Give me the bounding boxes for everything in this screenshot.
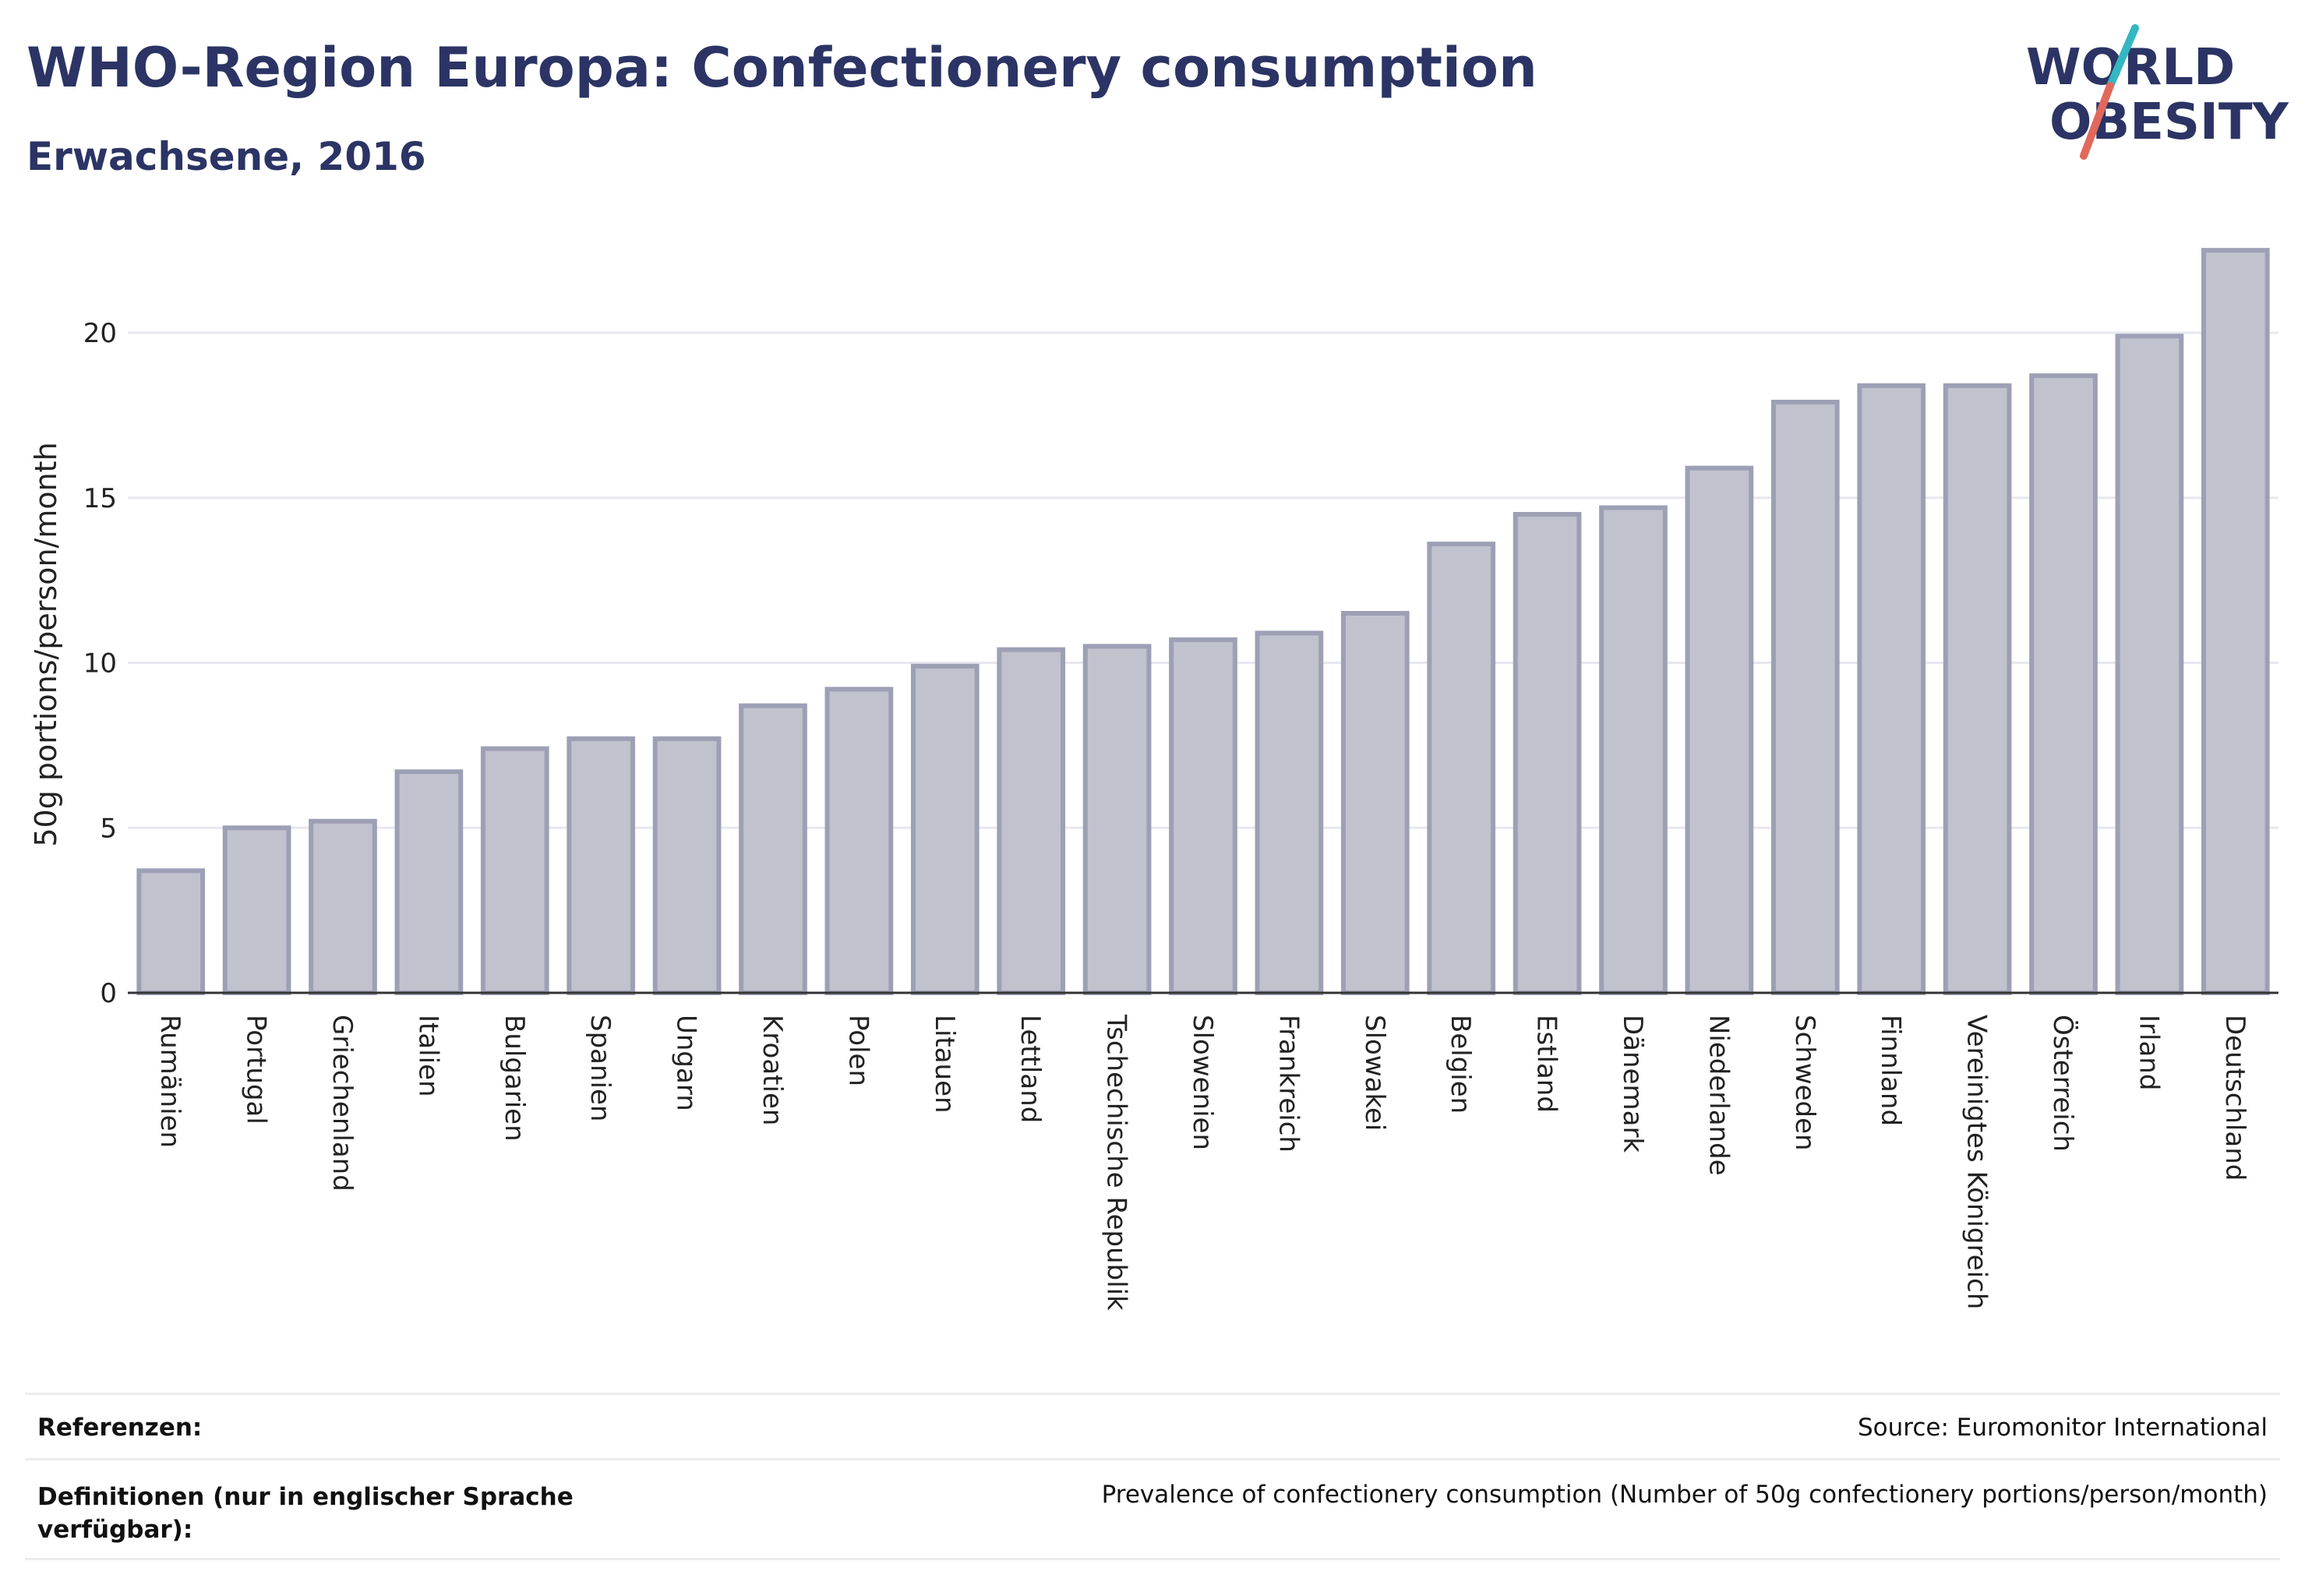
x-tick-label: Slowenien — [1187, 1015, 1218, 1150]
chart-title: WHO-Region Europa: Confectionery consump… — [26, 36, 1537, 100]
bar-schweden — [1770, 399, 1840, 995]
definitions-label: Definitionen (nur in englischer Sprache … — [37, 1483, 574, 1544]
bar-slowakei — [1340, 611, 1410, 995]
bar-tschechische-republik — [1082, 644, 1152, 995]
x-tick-label: Niederlande — [1703, 1015, 1734, 1176]
x-tick-label: Irland — [2133, 1015, 2164, 1090]
x-tick-label: Österreich — [2047, 1015, 2079, 1152]
bar-bulgarien — [480, 746, 549, 995]
bar-belgien — [1427, 542, 1496, 995]
bar-polen — [824, 687, 894, 996]
references-source: Source: Euromonitor International — [1857, 1414, 2268, 1442]
y-tick-label: 0 — [100, 978, 117, 1009]
x-tick-label: Ungarn — [671, 1015, 702, 1111]
bar-italien — [394, 769, 464, 996]
bar-österreich — [2029, 373, 2098, 995]
x-tick-label: Bulgarien — [499, 1015, 530, 1142]
x-tick-label: Belgien — [1445, 1015, 1476, 1114]
bar-rumänien — [136, 868, 206, 995]
logo-text-world: WORLD — [2026, 39, 2235, 97]
bar-griechenland — [309, 818, 377, 995]
bar-vereinigtes-königreich — [1943, 383, 2012, 995]
x-tick-label: Griechenland — [327, 1015, 358, 1192]
x-tick-label: Schweden — [1789, 1015, 1820, 1151]
bar-estland — [1513, 511, 1582, 995]
bar-frankreich — [1255, 630, 1324, 995]
x-tick-label: Rumänien — [154, 1015, 185, 1148]
x-tick-label: Portugal — [241, 1015, 272, 1125]
y-tick-label: 15 — [83, 483, 117, 514]
bar-lettland — [997, 647, 1066, 995]
x-tick-label: Lettland — [1015, 1015, 1046, 1123]
bar-portugal — [222, 825, 291, 995]
bar-slowenien — [1169, 637, 1237, 995]
bar-finnland — [1857, 383, 1926, 995]
chart-subtitle: Erwachsene, 2016 — [26, 134, 426, 179]
y-tick-label: 20 — [83, 318, 117, 349]
y-tick-label: 10 — [83, 648, 117, 680]
x-tick-label: Slowakei — [1359, 1015, 1390, 1131]
x-tick-label: Tschechische Republik — [1101, 1014, 1132, 1311]
x-tick-label: Vereinigtes Königreich — [1961, 1015, 1993, 1309]
bar-irland — [2115, 334, 2184, 995]
bar-kroatien — [739, 703, 807, 995]
references-row: Referenzen: Source: Euromonitor Internat… — [25, 1393, 2280, 1460]
bars — [136, 248, 2270, 996]
x-tick-label: Kroatien — [757, 1015, 788, 1125]
x-tick-label: Deutschland — [2219, 1015, 2250, 1181]
bar-ungarn — [652, 736, 722, 995]
x-tick-label: Litauen — [929, 1015, 960, 1114]
bar-chart: 0 5 10 15 20 Rumänien Portugal Griechenland Ita… — [29, 248, 2279, 1311]
x-tick-label: Polen — [842, 1015, 874, 1086]
logo-slash-bottom — [2080, 82, 2114, 160]
y-axis-label: 50g portions/person/month — [29, 442, 63, 846]
x-tick-label: Dänemark — [1617, 1015, 1648, 1153]
world-obesity-logo: WORLD OBESITY — [2026, 24, 2289, 160]
x-tick-label: Italien — [412, 1015, 443, 1097]
x-tick-label: Finnland — [1875, 1015, 1906, 1126]
references-label: Referenzen: — [37, 1414, 203, 1442]
bar-niederlande — [1685, 465, 1754, 995]
definitions-row: Definitionen (nur in englischer Sprache … — [25, 1458, 2280, 1560]
y-tick-label: 5 — [100, 813, 117, 844]
bar-spanien — [567, 736, 636, 995]
x-tick-label: Spanien — [584, 1015, 616, 1121]
bar-litauen — [910, 663, 980, 995]
x-tick-label: Estland — [1531, 1015, 1562, 1113]
x-axis-ticks: Rumänien Portugal Griechenland Italien Bulga… — [154, 1014, 2250, 1311]
bar-deutschland — [2201, 248, 2270, 996]
bar-dänemark — [1599, 505, 1668, 995]
definitions-value: Prevalence of confectionery consumption … — [1101, 1481, 2268, 1509]
x-tick-label: Frankreich — [1273, 1015, 1304, 1153]
logo-slash-top — [2106, 24, 2139, 90]
y-axis-ticks: 0 5 10 15 20 — [83, 318, 117, 1009]
